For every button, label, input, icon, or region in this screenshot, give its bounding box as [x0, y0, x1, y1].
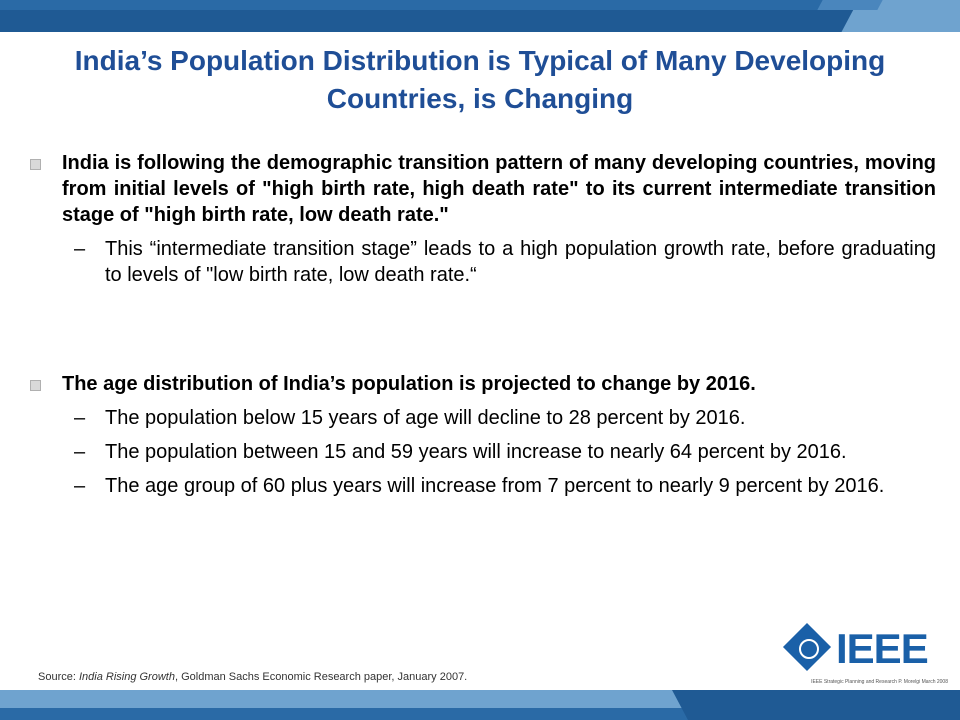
sub-bullet-text: The population below 15 years of age wil… [105, 407, 746, 429]
bullet-item: India is following the demographic trans… [26, 150, 936, 228]
sub-bullet-text: The population between 15 and 59 years w… [105, 441, 847, 463]
slide-title: India’s Population Distribution is Typic… [74, 45, 886, 114]
sub-bullet-item: – The population between 15 and 59 years… [26, 439, 936, 465]
sub-bullet-text: The age group of 60 plus years will incr… [105, 475, 885, 497]
bullet-group-2: The age distribution of India’s populati… [26, 371, 936, 499]
source-suffix: , Goldman Sachs Economic Research paper,… [174, 671, 468, 683]
ieee-logo: IEEE [782, 622, 944, 676]
ieee-diamond-inner [799, 639, 819, 659]
sub-bullet-text: This “intermediate transition stage” lea… [105, 238, 936, 286]
source-citation: Source: India Rising Growth, Goldman Sac… [38, 671, 467, 683]
square-bullet-icon [30, 380, 41, 391]
source-prefix: Source: [38, 671, 79, 683]
dash-marker: – [74, 441, 86, 463]
source-title: India Rising Growth [78, 671, 175, 683]
dash-marker: – [74, 407, 86, 429]
dash-marker: – [74, 475, 86, 497]
sub-bullet-item: – The population below 15 years of age w… [26, 405, 936, 431]
bullet-text: India is following the demographic trans… [62, 152, 936, 226]
ieee-logo-text: IEEE [836, 625, 929, 672]
bullet-group-1: India is following the demographic trans… [26, 150, 936, 288]
bottom-decorative-band [0, 690, 960, 720]
footer-note: IEEE Strategic Planning and Research P. … [811, 679, 948, 685]
top-decorative-band [0, 0, 960, 32]
sub-bullet-item: – This “intermediate transition stage” l… [26, 236, 936, 288]
bullet-item: The age distribution of India’s populati… [26, 371, 936, 397]
bullet-text: The age distribution of India’s populati… [62, 373, 756, 395]
square-bullet-icon [30, 159, 41, 170]
sub-bullet-item: – The age group of 60 plus years will in… [26, 473, 936, 499]
dash-marker: – [74, 238, 86, 260]
